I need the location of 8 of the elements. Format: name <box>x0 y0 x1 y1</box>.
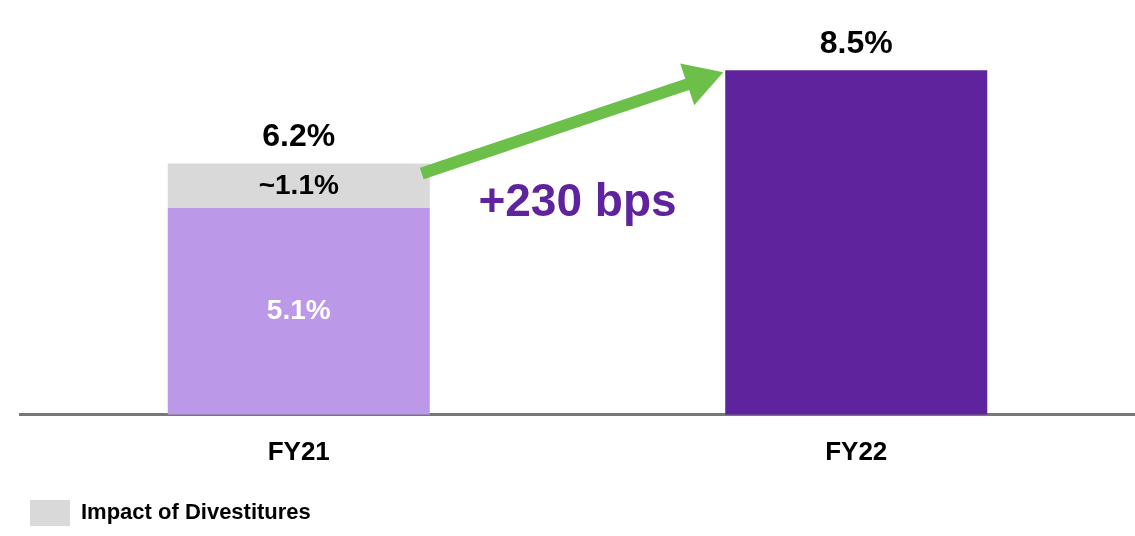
annotation: +230 bps <box>478 173 677 228</box>
data-label: ~1.1% <box>258 168 339 200</box>
x-tick-label: FY22 <box>825 435 888 466</box>
legend-label: Impact of Divestitures <box>81 499 311 525</box>
data-label: 5.1% <box>266 294 331 326</box>
x-tick-label: FY21 <box>267 435 330 466</box>
total-label: 8.5% <box>819 24 893 61</box>
total-label: 6.2% <box>262 117 336 154</box>
